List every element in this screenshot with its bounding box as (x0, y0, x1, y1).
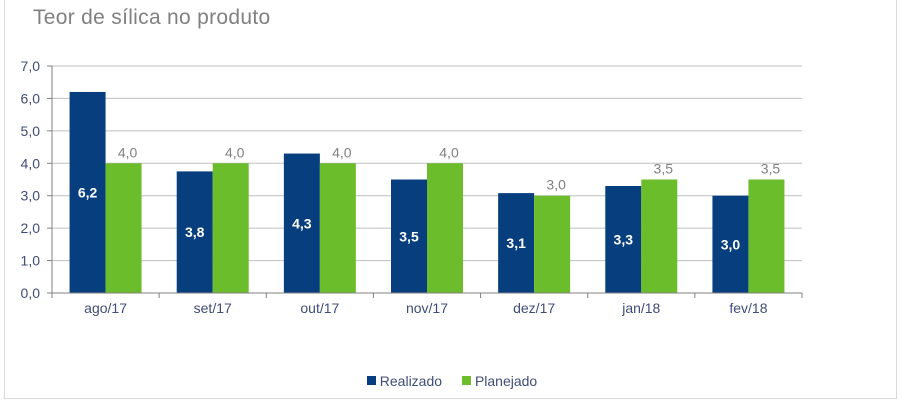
legend-label-planejado: Planejado (474, 372, 538, 389)
y-tick-label: 2,0 (21, 220, 41, 236)
bar-realizado[interactable] (391, 179, 427, 294)
data-label-realizado: 3,5 (399, 228, 419, 244)
chart-frame (4, 0, 897, 399)
bar-planejado[interactable] (641, 179, 678, 294)
bar-realizado[interactable] (498, 193, 535, 293)
bar-realizado[interactable] (605, 185, 642, 293)
bar-planejado[interactable] (319, 163, 356, 293)
legend-swatch-planejado (461, 376, 471, 385)
x-tick-label: dez/17 (513, 300, 555, 316)
y-tick-label: 6,0 (21, 90, 41, 106)
chart-title: Teor de sílica no produto (33, 6, 271, 29)
y-tick-label: 3,0 (21, 188, 41, 204)
data-label-realizado: 3,8 (185, 224, 205, 240)
data-label-realizado: 6,2 (78, 184, 98, 200)
bar-planejado[interactable] (748, 179, 785, 294)
bar-realizado[interactable] (712, 195, 749, 293)
data-label-planejado: 4,0 (439, 144, 459, 160)
bar-realizado[interactable] (176, 171, 213, 293)
data-label-planejado: 4,0 (332, 144, 352, 160)
bar-planejado[interactable] (427, 163, 463, 293)
data-label-realizado: 3,0 (721, 236, 741, 252)
x-tick-label: jan/18 (621, 300, 660, 316)
x-tick-label: set/17 (194, 300, 232, 316)
legend-label-realizado: Realizado (379, 372, 443, 389)
bar-planejado[interactable] (212, 163, 249, 293)
bar-planejado[interactable] (534, 195, 571, 293)
x-tick-label: ago/17 (84, 300, 127, 316)
legend-item-realizado[interactable]: Realizado (366, 372, 443, 389)
y-tick-label: 5,0 (21, 123, 41, 139)
data-label-planejado: 3,5 (654, 161, 674, 177)
data-label-planejado: 4,0 (118, 144, 138, 160)
data-label-planejado: 3,5 (761, 161, 781, 177)
y-tick-label: 4,0 (21, 155, 41, 171)
bar-planejado[interactable] (105, 163, 142, 293)
bar-realizado[interactable] (69, 91, 106, 293)
x-tick-label: nov/17 (406, 300, 448, 316)
data-label-planejado: 4,0 (225, 144, 245, 160)
bars (69, 91, 785, 294)
y-tick-label: 0,0 (21, 285, 41, 301)
legend-swatch-realizado (366, 376, 376, 385)
bar-realizado[interactable] (283, 153, 320, 293)
data-label-realizado: 3,1 (506, 235, 526, 251)
x-tick-label: out/17 (300, 300, 339, 316)
y-tick-label: 1,0 (21, 253, 41, 269)
legend-item-planejado[interactable]: Planejado (461, 372, 538, 389)
data-label-planejado: 3,0 (546, 177, 566, 193)
legend: Realizado Planejado (0, 372, 904, 389)
axes: 0,0 1,0 2,0 3,0 4,0 5,0 6,0 7,0 ago/17 set/17 out/… (21, 58, 803, 316)
data-label-realizado: 3,3 (614, 231, 634, 247)
x-tick-label: fev/18 (729, 300, 767, 316)
data-labels: 6,2 4,0 3,8 4,0 4,3 4,0 3,5 4,0 3,1 3,0 3,3 3,5 3,0 3… (78, 144, 781, 252)
y-tick-label: 7,0 (21, 58, 41, 74)
data-label-realizado: 4,3 (292, 215, 312, 231)
